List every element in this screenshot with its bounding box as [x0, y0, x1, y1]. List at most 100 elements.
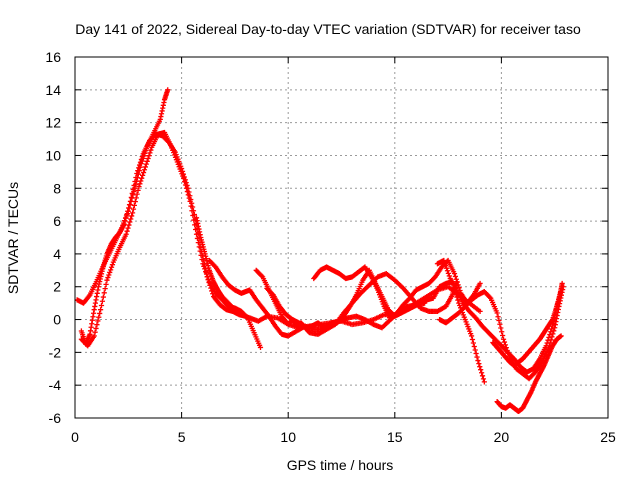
- data-point: [499, 329, 505, 335]
- data-point: [487, 294, 493, 300]
- data-point: [503, 345, 509, 351]
- data-point: [444, 268, 451, 274]
- data-point: [476, 361, 482, 367]
- data-point: [102, 286, 108, 292]
- x-axis: 0 5 10 15 20 25: [71, 57, 616, 445]
- x-tick-label: 10: [280, 429, 296, 445]
- data-point: [140, 169, 147, 176]
- y-tick-label: 16: [45, 49, 61, 65]
- series-track-11: [494, 333, 564, 415]
- y-tick-label: -6: [49, 410, 62, 426]
- data-point: [123, 215, 129, 221]
- data-point: [129, 213, 135, 219]
- data-point: [165, 87, 171, 93]
- data-point: [472, 347, 478, 353]
- data-point: [140, 172, 146, 178]
- data-point: [500, 336, 507, 342]
- data-point: [505, 350, 511, 356]
- data-point: [194, 235, 201, 242]
- data-point: [104, 277, 110, 283]
- data-point: [205, 276, 212, 282]
- data-point: [442, 260, 448, 266]
- data-marks: [74, 87, 566, 415]
- data-point: [126, 205, 132, 211]
- data-point: [122, 218, 128, 224]
- series-track-3: [78, 129, 264, 351]
- y-axis: -6 -4 -2 0 2 4 6 8 10 12 14 16: [45, 49, 608, 426]
- data-point: [108, 264, 115, 270]
- data-point: [480, 376, 487, 382]
- data-point: [108, 267, 114, 273]
- data-point: [184, 188, 190, 195]
- data-point: [477, 308, 483, 314]
- data-point: [481, 379, 487, 385]
- data-point: [500, 332, 506, 339]
- data-point: [127, 219, 133, 225]
- data-point: [103, 281, 109, 287]
- data-point: [145, 155, 151, 162]
- data-point: [185, 192, 191, 198]
- chart-title: Day 141 of 2022, Sidereal Day-to-day VTE…: [75, 21, 581, 37]
- x-tick-label: 15: [387, 429, 403, 445]
- data-point: [139, 175, 145, 181]
- data-point: [477, 364, 483, 370]
- data-point: [147, 150, 153, 156]
- data-point: [202, 266, 208, 272]
- x-axis-title: GPS time / hours: [287, 457, 394, 473]
- data-point: [148, 147, 154, 153]
- data-point: [504, 347, 510, 354]
- data-point: [98, 302, 105, 309]
- data-point: [143, 161, 149, 167]
- data-point: [443, 263, 449, 269]
- data-point: [181, 175, 187, 182]
- data-point: [123, 231, 129, 237]
- data-point: [446, 273, 452, 279]
- data-point: [136, 165, 142, 171]
- data-point: [501, 339, 508, 345]
- data-point: [94, 322, 100, 328]
- data-point: [142, 164, 148, 170]
- data-point: [130, 206, 137, 212]
- data-point: [259, 273, 265, 279]
- y-tick-label: 12: [45, 115, 61, 131]
- y-tick-label: 8: [53, 180, 61, 196]
- data-point: [494, 310, 500, 316]
- data-point: [475, 357, 481, 364]
- data-point: [100, 294, 106, 300]
- y-tick-label: -4: [49, 377, 62, 393]
- data-point: [128, 194, 134, 201]
- data-point: [109, 262, 116, 268]
- data-point: [455, 297, 461, 303]
- data-point: [470, 340, 476, 346]
- data-point: [133, 174, 139, 181]
- data-point: [451, 271, 458, 277]
- data-point: [551, 328, 557, 334]
- data-point: [192, 222, 198, 228]
- data-point: [441, 257, 447, 264]
- plot-frame: [74, 56, 609, 419]
- data-point: [190, 212, 196, 219]
- data-point: [138, 156, 144, 163]
- data-point: [95, 318, 101, 324]
- data-point: [125, 225, 131, 231]
- x-tick-label: 0: [71, 429, 79, 445]
- data-point: [453, 276, 459, 282]
- data-point: [182, 179, 188, 185]
- y-tick-label: 2: [53, 279, 61, 295]
- y-tick-label: 14: [45, 82, 61, 98]
- x-tick-label: 5: [178, 429, 186, 445]
- data-point: [477, 280, 483, 287]
- data-point: [96, 314, 102, 320]
- data-point: [452, 273, 459, 280]
- data-point: [134, 191, 140, 197]
- data-point: [445, 270, 452, 276]
- y-tick-label: 10: [45, 147, 61, 163]
- data-point: [136, 184, 142, 190]
- data-point: [106, 272, 112, 278]
- data-point: [121, 221, 127, 227]
- data-point: [132, 178, 138, 185]
- series-track-1: [74, 87, 171, 306]
- data-point: [129, 210, 136, 216]
- data-point: [559, 280, 565, 287]
- data-point: [92, 329, 98, 335]
